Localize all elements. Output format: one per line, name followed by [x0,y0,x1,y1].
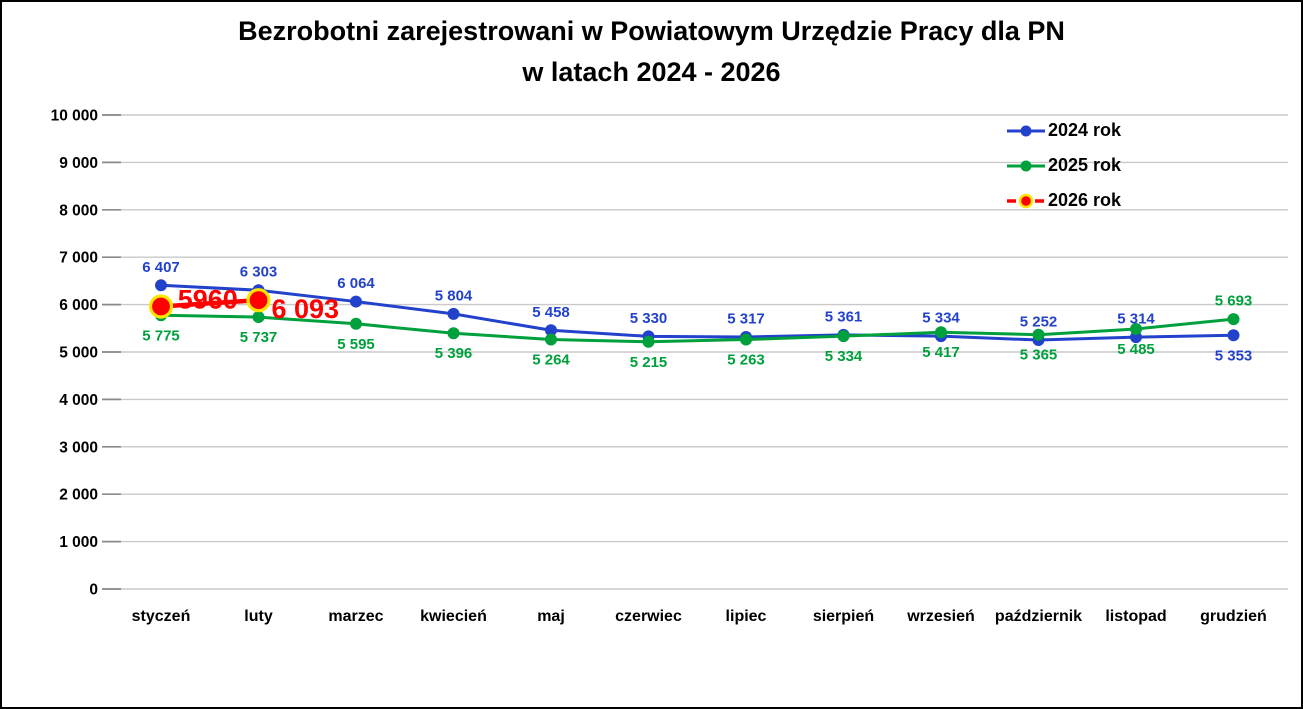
x-category-label: luty [244,608,273,625]
chart-title-line1: Bezrobotni zarejestrowani w Powiatowym U… [238,16,1065,46]
data-label: 5 314 [1117,311,1155,328]
data-label: 5 334 [825,348,863,365]
legend-label: 2025 rok [1048,155,1122,175]
y-tick-label: 9 000 [59,155,98,172]
series-line [158,297,261,309]
data-point [246,288,271,313]
data-point [252,311,265,324]
data-point [155,279,167,292]
data-label: 6 407 [142,259,180,276]
data-label: 5 396 [435,345,473,362]
y-tick-label: 3 000 [59,439,98,456]
data-point [148,294,174,319]
legend-point-sample [1018,193,1034,208]
y-tick-label: 8 000 [59,202,98,219]
data-label: 5 485 [1117,341,1155,358]
legend-point-sample [1020,125,1032,136]
data-point [545,333,557,346]
series-line [159,283,1235,342]
data-point [447,307,460,320]
data-point [1130,323,1142,336]
data-label: 5 353 [1215,347,1253,364]
legend-marker-icon [1007,125,1045,136]
data-point [740,333,752,346]
data-label: 6 093 [272,294,340,324]
y-axis-labels: 0 1 000 2 000 3 000 4 000 5 000 6 000 7 000 8 00… [51,108,98,599]
data-labels-2024-rok: 6 407 6 303 6 064 5 804 5 458 5 330 5 317 5 361… [142,259,1252,364]
y-tick-label: 4 000 [59,392,98,409]
data-point [1227,313,1240,326]
data-label: 5 804 [435,287,473,304]
legend-item-2024-rok: 2024 rok [1006,113,1121,148]
x-category-label: marzec [328,608,383,625]
legend-item-2026-rok: 2026 rok [1006,183,1121,218]
x-category-label: czerwiec [615,608,682,625]
y-tick-label: 5 000 [59,345,98,362]
y-tick-label: 10 000 [51,108,98,125]
x-category-label: kwiecień [420,608,487,625]
x-category-label: październik [995,608,1082,625]
y-tick-label: 0 [89,582,98,599]
data-label: 5960 [178,284,238,314]
data-labels-2026-rok: 5960 6 093 [178,284,339,324]
series-line [159,313,1235,344]
data-label: 5 264 [532,351,570,368]
data-label: 6 064 [337,275,375,292]
data-labels-2025-rok: 5 775 5 737 5 595 5 396 5 264 5 215 5 263 5 334… [142,293,1252,371]
legend-point-sample [1020,160,1032,171]
gridlines [102,114,1288,590]
data-point [1227,329,1240,342]
data-label: 5 458 [532,304,570,321]
legend-label: 2024 rok [1048,120,1122,140]
data-point [1032,328,1045,341]
data-label: 5 215 [630,354,668,371]
data-label: 5 263 [727,352,765,369]
data-label: 5 330 [630,310,668,327]
data-label: 5 334 [922,310,960,327]
data-label: 5 252 [1020,314,1058,331]
data-point [447,327,460,340]
data-label: 6 303 [240,264,278,281]
data-label: 5 737 [240,329,278,346]
data-point [642,335,655,348]
legend-marker-icon [1007,160,1045,171]
data-label: 5 775 [142,327,180,344]
data-label: 5 595 [337,336,375,353]
y-tick-label: 1 000 [59,534,98,551]
data-point [935,326,947,339]
data-label: 5 417 [922,344,960,361]
legend: 2024 rok 2025 rok 2026 rok [1006,113,1121,218]
legend-label: 2026 rok [1048,190,1122,210]
x-category-label: listopad [1105,608,1166,625]
x-category-label: styczeń [132,608,191,625]
data-point [350,317,362,330]
series-2026-rok [148,288,271,319]
x-category-label: sierpień [813,608,874,625]
legend-marker-icon [1007,193,1045,208]
data-point [350,295,362,308]
y-tick-label: 7 000 [59,250,98,267]
x-axis-labels: styczeń luty marzec kwiecień maj czerwiec lipi… [132,608,1267,625]
x-category-label: wrzesień [906,608,975,625]
legend-item-2025-rok: 2025 rok [1006,148,1121,183]
chart-title-line2: w latach 2024 - 2026 [522,57,781,87]
data-point [545,324,557,337]
y-tick-label: 2 000 [59,487,98,504]
data-label: 5 365 [1020,347,1058,364]
data-point [837,330,850,343]
data-label: 5 693 [1215,293,1253,310]
data-label: 5 317 [727,310,765,327]
y-tick-label: 6 000 [59,297,98,314]
x-category-label: lipiec [726,608,767,625]
data-label: 5 361 [825,308,863,325]
chart-title: Bezrobotni zarejestrowani w Powiatowym U… [2,11,1301,93]
x-category-label: grudzień [1200,608,1267,625]
x-category-label: maj [537,608,565,625]
